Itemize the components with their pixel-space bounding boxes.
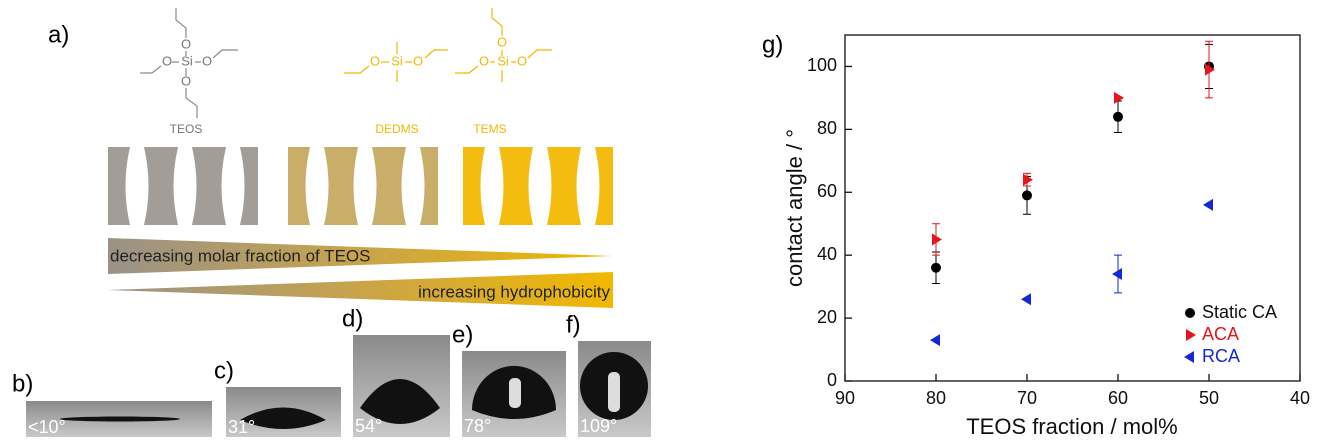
- x-tick-label: 80: [926, 388, 946, 408]
- panel-label: e): [452, 321, 473, 348]
- atom: O: [517, 53, 527, 68]
- legend-label: RCA: [1202, 346, 1240, 366]
- atom: O: [370, 53, 380, 68]
- panel-label: a): [48, 21, 69, 48]
- panel-label: f): [566, 311, 581, 338]
- droplet-b: b) <10°: [12, 370, 212, 437]
- gradient-label: decreasing molar fraction of TEOS: [110, 246, 370, 265]
- point: [1023, 173, 1033, 186]
- point: [1022, 190, 1032, 201]
- dedms-atoms: O Si O: [370, 53, 423, 68]
- x-tick-label: 60: [1108, 388, 1128, 408]
- teos-atoms: O O Si O O: [162, 36, 212, 88]
- panel-label: g): [762, 31, 783, 58]
- atom: O: [479, 53, 489, 68]
- atom: Si: [497, 53, 509, 68]
- angle-label: <10°: [28, 417, 66, 437]
- teos-structure: [140, 8, 238, 118]
- dedms-structure: [344, 42, 448, 82]
- atom: O: [202, 53, 212, 68]
- atom: O: [413, 53, 423, 68]
- plot-frame: [844, 34, 1301, 382]
- molecule-name: TEOS: [170, 122, 203, 136]
- molecule-name: TEMS: [473, 122, 506, 136]
- x-tick-label: 50: [1199, 388, 1219, 408]
- pore-blocks: [108, 147, 613, 225]
- atom: O: [497, 34, 507, 49]
- x-tick-label: 70: [1017, 388, 1037, 408]
- droplet-e: e) 78°: [452, 321, 566, 437]
- legend-marker: [1184, 351, 1194, 363]
- legend-marker: [1185, 308, 1195, 318]
- atom: O: [181, 73, 191, 88]
- x-axis-label: TEOS fraction / mol%: [966, 414, 1178, 439]
- droplet-d: d) 54°: [342, 305, 450, 437]
- droplet-c: c) 31°: [214, 357, 341, 437]
- droplet-f: f) 109°: [566, 311, 651, 437]
- pore: [125, 147, 149, 225]
- y-tick-label: 0: [827, 370, 837, 390]
- pore: [221, 147, 245, 225]
- panel-label: b): [12, 370, 33, 397]
- legend-label: Static CA: [1202, 302, 1277, 322]
- legend-label: ACA: [1202, 324, 1239, 344]
- tems-structure: [455, 8, 552, 82]
- atom: O: [181, 36, 191, 51]
- point: [1203, 198, 1213, 211]
- atom: Si: [391, 53, 403, 68]
- point: [1021, 293, 1031, 306]
- atom: O: [162, 53, 172, 68]
- y-tick-label: 20: [817, 307, 837, 327]
- pore: [576, 147, 600, 225]
- pore: [353, 147, 377, 225]
- y-axis-label: contact angle / °: [782, 129, 807, 287]
- panel-label: d): [342, 305, 363, 332]
- reflection: [608, 372, 620, 412]
- molecule-name: DEDMS: [375, 122, 418, 136]
- legend-marker: [1186, 329, 1196, 341]
- point: [931, 262, 941, 273]
- point: [1114, 91, 1124, 104]
- droplet: [60, 416, 180, 422]
- atom: Si: [181, 53, 193, 68]
- droplet: [240, 407, 326, 429]
- pore: [401, 147, 425, 225]
- y-tick-label: 80: [817, 118, 837, 138]
- gradient-label: increasing hydrophobicity: [418, 282, 610, 301]
- angle-label: 109°: [580, 416, 617, 436]
- y-tick-label: 100: [807, 55, 837, 75]
- angle-label: 31°: [228, 417, 255, 437]
- point: [1112, 268, 1122, 281]
- reflection: [509, 378, 521, 408]
- angle-label: 78°: [464, 416, 491, 436]
- pore: [173, 147, 197, 225]
- wedge: [108, 272, 613, 308]
- y-tick-label: 60: [817, 181, 837, 201]
- point: [1113, 111, 1123, 122]
- panel-label: c): [214, 357, 234, 384]
- wedge: [108, 238, 613, 274]
- pore: [528, 147, 552, 225]
- tems-atoms: O O Si O: [479, 34, 527, 68]
- pore: [305, 147, 329, 225]
- angle-label: 54°: [355, 416, 382, 436]
- pore: [480, 147, 504, 225]
- point: [1205, 63, 1215, 76]
- point: [930, 334, 940, 347]
- y-tick-label: 40: [817, 244, 837, 264]
- point: [932, 233, 942, 246]
- x-tick-label: 40: [1290, 388, 1310, 408]
- droplet: [360, 379, 440, 424]
- x-tick-label: 90: [835, 388, 855, 408]
